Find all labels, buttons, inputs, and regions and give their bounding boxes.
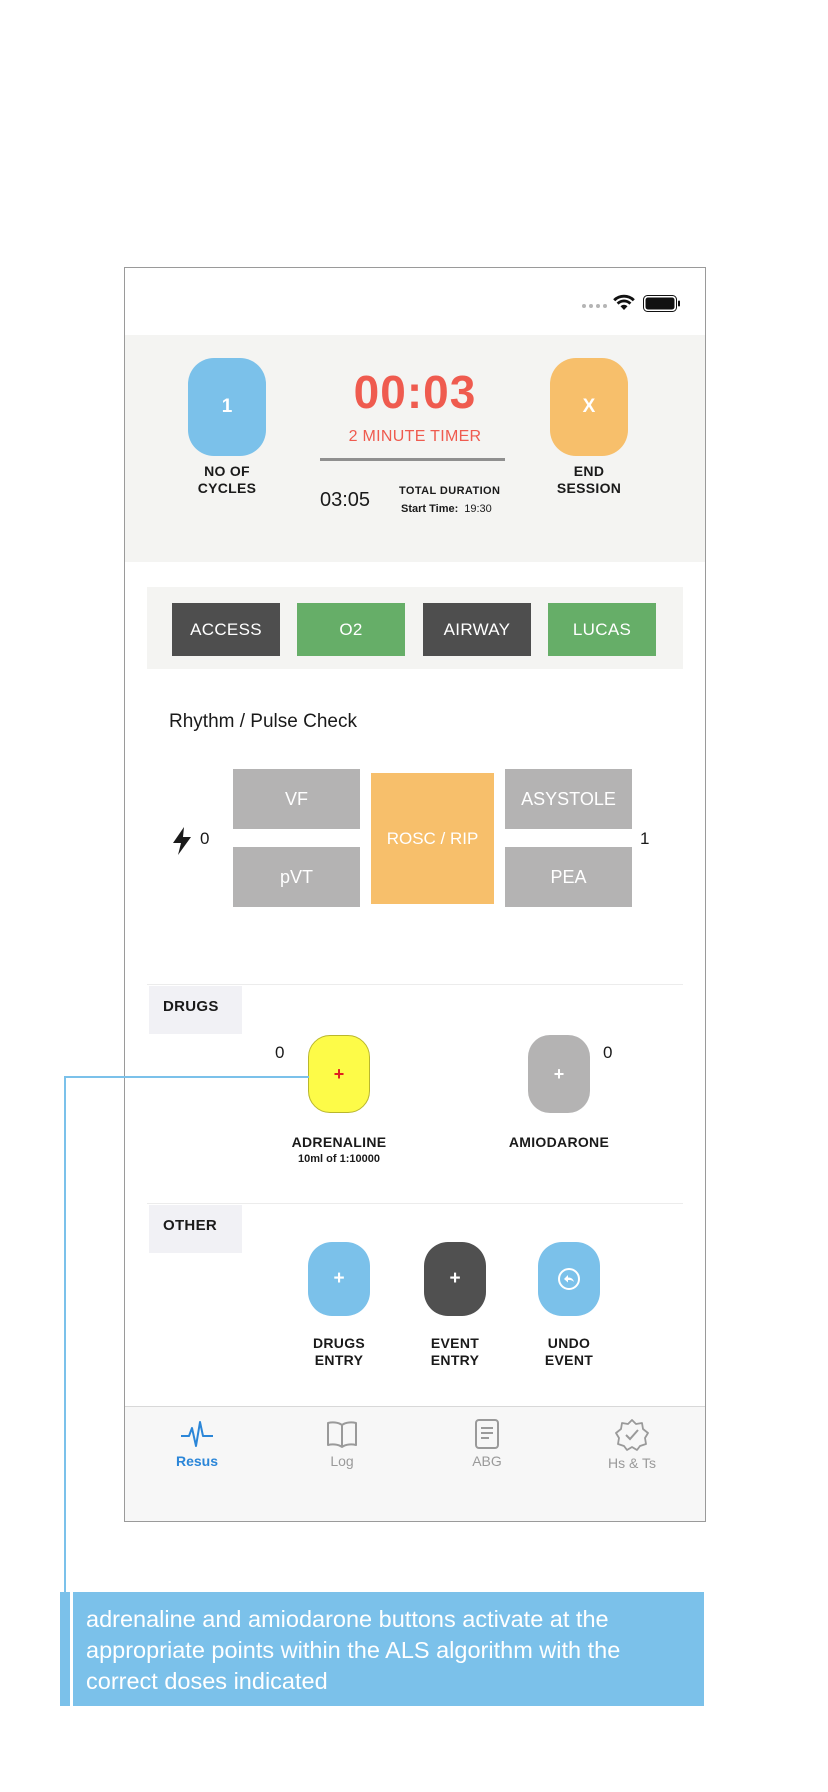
cycle-timer: 00:03 [353, 366, 477, 418]
book-icon [327, 1421, 357, 1448]
tab-abg-label: ABG [472, 1453, 502, 1469]
tab-log[interactable]: Log [292, 1419, 392, 1469]
start-time-label: Start Time: [401, 503, 459, 515]
non-shock-count: 1 [640, 829, 650, 848]
amiodarone-count: 0 [603, 1043, 613, 1062]
tab-hs-ts-label: Hs & Ts [608, 1455, 656, 1471]
cycles-label: NO OF CYCLES [167, 463, 287, 497]
annotation-callout: adrenaline and amiodarone buttons activa… [73, 1592, 704, 1706]
shock-bolt-icon [173, 827, 191, 855]
amiodarone-button[interactable]: + [528, 1035, 590, 1113]
end-session-button[interactable]: X [550, 358, 628, 456]
tab-log-label: Log [330, 1453, 354, 1469]
undo-event-button[interactable] [538, 1242, 600, 1316]
pvt-button[interactable]: pVT [233, 847, 360, 907]
event-entry-label: EVENT ENTRY [395, 1335, 515, 1369]
adrenaline-count: 0 [275, 1043, 285, 1062]
resus-header: 1 NO OF CYCLES 00:03 2 MINUTE TIMER 03:0… [125, 335, 705, 562]
airway-button[interactable]: AIRWAY [423, 603, 531, 656]
tab-resus[interactable]: Resus [147, 1419, 247, 1469]
drugs-entry-button[interactable]: + [308, 1242, 370, 1316]
event-entry-button[interactable]: + [424, 1242, 486, 1316]
cycles-button[interactable]: 1 [188, 358, 266, 456]
heartbeat-icon [181, 1421, 213, 1447]
undo-event-line-1: UNDO [547, 1335, 591, 1351]
access-button[interactable]: ACCESS [172, 603, 280, 656]
wifi-icon [613, 294, 635, 310]
drugs-entry-line-2: ENTRY [314, 1352, 364, 1368]
end-session-label: END SESSION [529, 463, 649, 497]
tab-resus-label: Resus [175, 1453, 219, 1469]
other-divider [147, 1203, 683, 1204]
shock-count: 0 [200, 829, 210, 848]
status-bar [125, 268, 705, 335]
adrenaline-button[interactable]: + [308, 1035, 370, 1113]
o2-button[interactable]: O2 [297, 603, 405, 656]
battery-icon [643, 295, 680, 312]
drugs-entry-label: DRUGS ENTRY [279, 1335, 399, 1369]
cycles-label-line-2: CYCLES [197, 480, 257, 496]
other-section-tag: OTHER [149, 1205, 242, 1253]
pea-button[interactable]: PEA [505, 847, 632, 907]
timer-label: 2 MINUTE TIMER [348, 428, 482, 445]
callout-connector-vertical [64, 1076, 66, 1706]
drugs-divider [147, 984, 683, 985]
lucas-button[interactable]: LUCAS [548, 603, 656, 656]
amiodarone-label: AMIODARONE [508, 1134, 610, 1150]
vf-button[interactable]: VF [233, 769, 360, 829]
start-time-value: 19:30 [464, 503, 492, 515]
tab-hs-ts[interactable]: Hs & Ts [582, 1419, 682, 1471]
timer-progress-bar [320, 458, 505, 461]
tab-bar: Resus Log ABG Hs & Ts [125, 1406, 705, 1521]
document-icon [475, 1419, 499, 1449]
tab-abg[interactable]: ABG [437, 1419, 537, 1469]
adrenaline-label: ADRENALINE [291, 1134, 387, 1150]
total-duration-label: TOTAL DURATION [399, 485, 501, 497]
start-time: Start Time: 19:30 [401, 503, 492, 515]
signal-strength-icon [582, 304, 607, 308]
callout-connector-horizontal [64, 1076, 309, 1078]
phone-screen: 1 NO OF CYCLES 00:03 2 MINUTE TIMER 03:0… [124, 267, 706, 1522]
drugs-entry-line-1: DRUGS [312, 1335, 366, 1351]
asystole-button[interactable]: ASYSTOLE [505, 769, 632, 829]
drugs-section-tag: DRUGS [149, 986, 242, 1034]
rosc-rip-button[interactable]: ROSC / RIP [371, 773, 494, 904]
undo-event-label: UNDO EVENT [509, 1335, 629, 1369]
total-duration-value: 03:05 [320, 489, 371, 511]
rhythm-section-title: Rhythm / Pulse Check [169, 711, 357, 732]
adrenaline-dose: 10ml of 1:10000 [298, 1153, 380, 1165]
callout-edge [60, 1592, 70, 1706]
end-label-line-2: SESSION [556, 480, 622, 496]
undo-event-line-2: EVENT [544, 1352, 594, 1368]
undo-icon [558, 1268, 580, 1290]
end-label-line-1: END [573, 463, 605, 479]
event-entry-line-1: EVENT [430, 1335, 480, 1351]
event-entry-line-2: ENTRY [430, 1352, 480, 1368]
cycles-label-line-1: NO OF [204, 463, 250, 479]
verified-badge-icon [615, 1419, 649, 1451]
